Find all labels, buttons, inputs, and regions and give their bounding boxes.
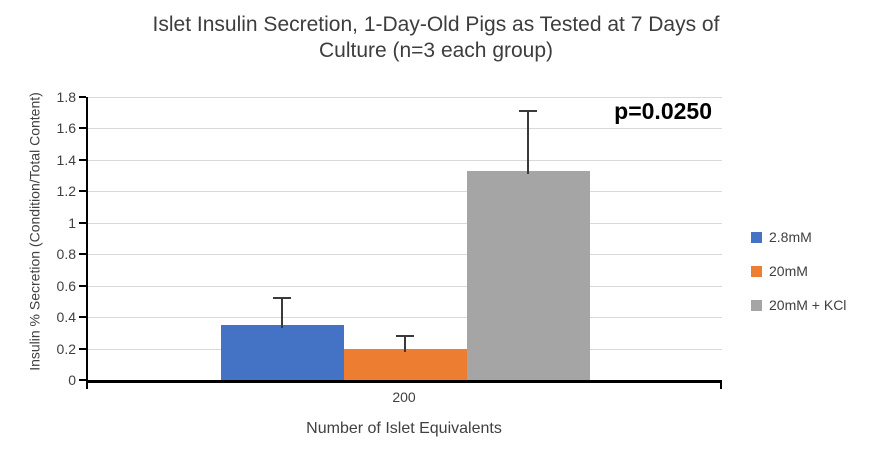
- bar-20mm-kcl: [466, 170, 590, 380]
- x-axis-title: Number of Islet Equivalents: [306, 420, 502, 437]
- legend-item: 2.8mM: [751, 229, 846, 245]
- gridline: [88, 317, 722, 319]
- legend-label: 20mM: [769, 263, 808, 279]
- y-tick-mark: [79, 253, 86, 256]
- y-tick-mark: [79, 190, 86, 193]
- y-tick-label: 1.8: [56, 89, 76, 105]
- bar-2-8mm: [220, 324, 344, 380]
- gridline: [88, 97, 722, 98]
- legend-swatch: [751, 299, 762, 311]
- legend-item: 20mM: [751, 263, 846, 279]
- error-bar-line: [527, 111, 529, 174]
- y-tick-mark: [79, 158, 86, 161]
- y-tick-label: 1: [68, 214, 76, 231]
- gridline: [88, 128, 722, 130]
- y-tick-mark: [79, 127, 86, 130]
- y-tick-mark: [79, 96, 86, 98]
- chart-title-line1: Islet Insulin Secretion, 1-Day-Old Pigs …: [152, 13, 720, 36]
- y-tick-label: 1.4: [56, 151, 76, 168]
- x-tick-label: 200: [392, 389, 416, 405]
- y-tick-label: 1.6: [56, 120, 76, 137]
- legend-item: 20mM + KCl: [751, 297, 846, 313]
- x-tick-mark: [720, 380, 722, 389]
- error-bar-line: [281, 298, 283, 328]
- gridline: [88, 159, 722, 161]
- y-tick-mark: [79, 379, 86, 381]
- plot-area: p=0.0250 0 0.2 0.4 0.6 0.8 1 1.2 1.4 1.6 1.8: [57, 89, 722, 389]
- bar-20mm: [343, 348, 467, 380]
- legend-label: 20mM + KCl: [769, 297, 847, 313]
- error-bar-cap: [519, 110, 537, 113]
- y-tick-mark: [79, 347, 86, 350]
- y-tick-label: 0: [68, 372, 76, 388]
- gridline: [88, 285, 722, 287]
- y-tick-mark: [79, 284, 86, 287]
- legend: 2.8mM 20mM 20mM + KCl: [751, 229, 846, 331]
- x-tick-mark: [86, 380, 88, 389]
- y-tick-mark: [79, 221, 86, 224]
- y-tick-label: 1.2: [56, 183, 76, 200]
- error-bar-cap: [273, 297, 291, 300]
- chart-title-line2: Culture (n=3 each group): [318, 39, 554, 62]
- legend-swatch: [751, 231, 762, 243]
- y-tick-label: 0.4: [56, 309, 76, 326]
- y-tick-label: 0.8: [56, 246, 76, 263]
- p-value-annotation: p=0.0250: [614, 98, 712, 124]
- chart-title: Islet Insulin Secretion, 1-Day-Old Pigs …: [0, 12, 872, 64]
- error-bar-cap: [396, 334, 414, 337]
- y-tick-label: 0.2: [56, 340, 76, 357]
- gridline: [88, 222, 722, 224]
- gridline: [88, 191, 722, 193]
- gridline: [88, 254, 722, 256]
- error-bar-line: [404, 335, 406, 352]
- y-tick-label: 0.6: [56, 277, 76, 294]
- y-tick-mark: [79, 316, 86, 319]
- legend-swatch: [751, 265, 762, 277]
- legend-label: 2.8mM: [769, 229, 812, 245]
